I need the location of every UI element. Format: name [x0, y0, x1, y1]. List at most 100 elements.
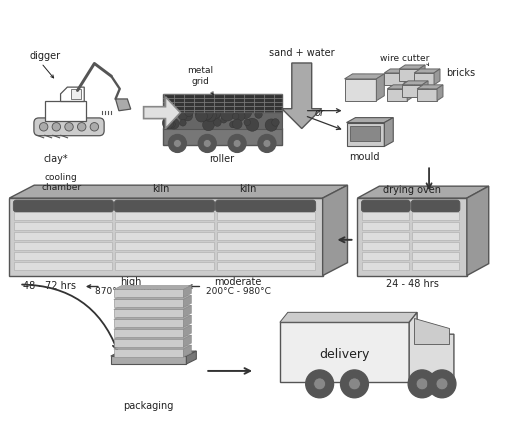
Polygon shape: [387, 89, 407, 101]
Polygon shape: [111, 356, 186, 364]
Circle shape: [90, 122, 99, 131]
Polygon shape: [46, 101, 86, 121]
Circle shape: [436, 378, 448, 390]
Circle shape: [204, 109, 216, 122]
Text: 24 - 48 hrs: 24 - 48 hrs: [386, 279, 439, 289]
Polygon shape: [385, 73, 404, 85]
Polygon shape: [345, 74, 385, 79]
Polygon shape: [114, 329, 183, 337]
Polygon shape: [347, 122, 385, 146]
Polygon shape: [60, 87, 84, 101]
FancyBboxPatch shape: [115, 242, 214, 250]
Circle shape: [180, 119, 186, 126]
Text: 48 - 72 hrs: 48 - 72 hrs: [23, 281, 76, 292]
Circle shape: [232, 119, 242, 129]
Circle shape: [201, 111, 211, 121]
Circle shape: [162, 117, 174, 129]
Polygon shape: [417, 85, 443, 89]
Polygon shape: [376, 74, 385, 101]
FancyBboxPatch shape: [14, 212, 113, 220]
Polygon shape: [183, 306, 191, 317]
FancyBboxPatch shape: [14, 262, 113, 270]
Circle shape: [244, 119, 250, 126]
FancyBboxPatch shape: [362, 242, 409, 250]
Polygon shape: [183, 345, 191, 357]
FancyBboxPatch shape: [217, 232, 315, 240]
FancyBboxPatch shape: [411, 200, 460, 212]
Circle shape: [314, 378, 326, 390]
FancyBboxPatch shape: [217, 242, 315, 250]
Circle shape: [185, 108, 193, 116]
Text: sand + water: sand + water: [269, 48, 334, 58]
Polygon shape: [183, 286, 191, 298]
Polygon shape: [116, 99, 131, 111]
Polygon shape: [414, 73, 434, 85]
Polygon shape: [114, 325, 191, 329]
Text: mould: mould: [349, 152, 380, 162]
Polygon shape: [385, 69, 410, 73]
Circle shape: [214, 119, 221, 126]
Polygon shape: [183, 315, 191, 327]
Text: high: high: [120, 276, 141, 287]
FancyBboxPatch shape: [217, 212, 315, 220]
Polygon shape: [280, 312, 417, 322]
Text: moderate: moderate: [215, 276, 262, 287]
FancyBboxPatch shape: [115, 222, 214, 230]
Polygon shape: [186, 351, 196, 364]
Circle shape: [167, 120, 175, 128]
Polygon shape: [143, 97, 180, 129]
FancyBboxPatch shape: [412, 212, 459, 220]
Polygon shape: [402, 81, 428, 85]
Text: or: or: [315, 108, 325, 118]
FancyBboxPatch shape: [362, 232, 409, 240]
Polygon shape: [323, 185, 348, 276]
Polygon shape: [404, 69, 410, 85]
Polygon shape: [114, 306, 191, 309]
Polygon shape: [114, 300, 183, 307]
Circle shape: [428, 370, 456, 398]
Circle shape: [39, 122, 48, 131]
FancyBboxPatch shape: [351, 126, 380, 141]
Polygon shape: [282, 63, 322, 129]
Polygon shape: [111, 351, 196, 356]
Circle shape: [52, 122, 60, 131]
Polygon shape: [114, 289, 183, 298]
Polygon shape: [345, 79, 376, 101]
Circle shape: [231, 111, 237, 117]
Circle shape: [232, 113, 239, 119]
Polygon shape: [114, 345, 191, 349]
FancyBboxPatch shape: [280, 322, 409, 382]
Text: digger: digger: [29, 51, 60, 61]
Polygon shape: [402, 85, 422, 97]
Polygon shape: [385, 118, 393, 146]
FancyBboxPatch shape: [115, 232, 214, 240]
Polygon shape: [419, 65, 425, 81]
Circle shape: [195, 107, 206, 119]
Circle shape: [228, 135, 246, 152]
Polygon shape: [437, 85, 443, 101]
Circle shape: [174, 140, 181, 147]
FancyBboxPatch shape: [412, 242, 459, 250]
FancyBboxPatch shape: [71, 89, 81, 99]
Circle shape: [229, 121, 236, 128]
Circle shape: [203, 119, 215, 131]
Text: kiln: kiln: [152, 184, 169, 194]
FancyBboxPatch shape: [162, 127, 282, 146]
Circle shape: [198, 135, 216, 152]
Polygon shape: [399, 65, 425, 69]
FancyBboxPatch shape: [162, 111, 282, 129]
Circle shape: [182, 111, 193, 121]
Text: wire cutter: wire cutter: [379, 54, 429, 63]
Text: cooling
chamber: cooling chamber: [41, 173, 81, 192]
Circle shape: [200, 107, 213, 120]
Circle shape: [238, 105, 252, 119]
Polygon shape: [9, 185, 348, 198]
FancyBboxPatch shape: [115, 262, 214, 270]
Circle shape: [306, 370, 334, 398]
Polygon shape: [114, 309, 183, 317]
FancyBboxPatch shape: [14, 232, 113, 240]
Circle shape: [246, 118, 259, 131]
Text: 870°C - 1300°C: 870°C - 1300°C: [95, 287, 166, 296]
Polygon shape: [422, 81, 428, 97]
Circle shape: [168, 135, 186, 152]
